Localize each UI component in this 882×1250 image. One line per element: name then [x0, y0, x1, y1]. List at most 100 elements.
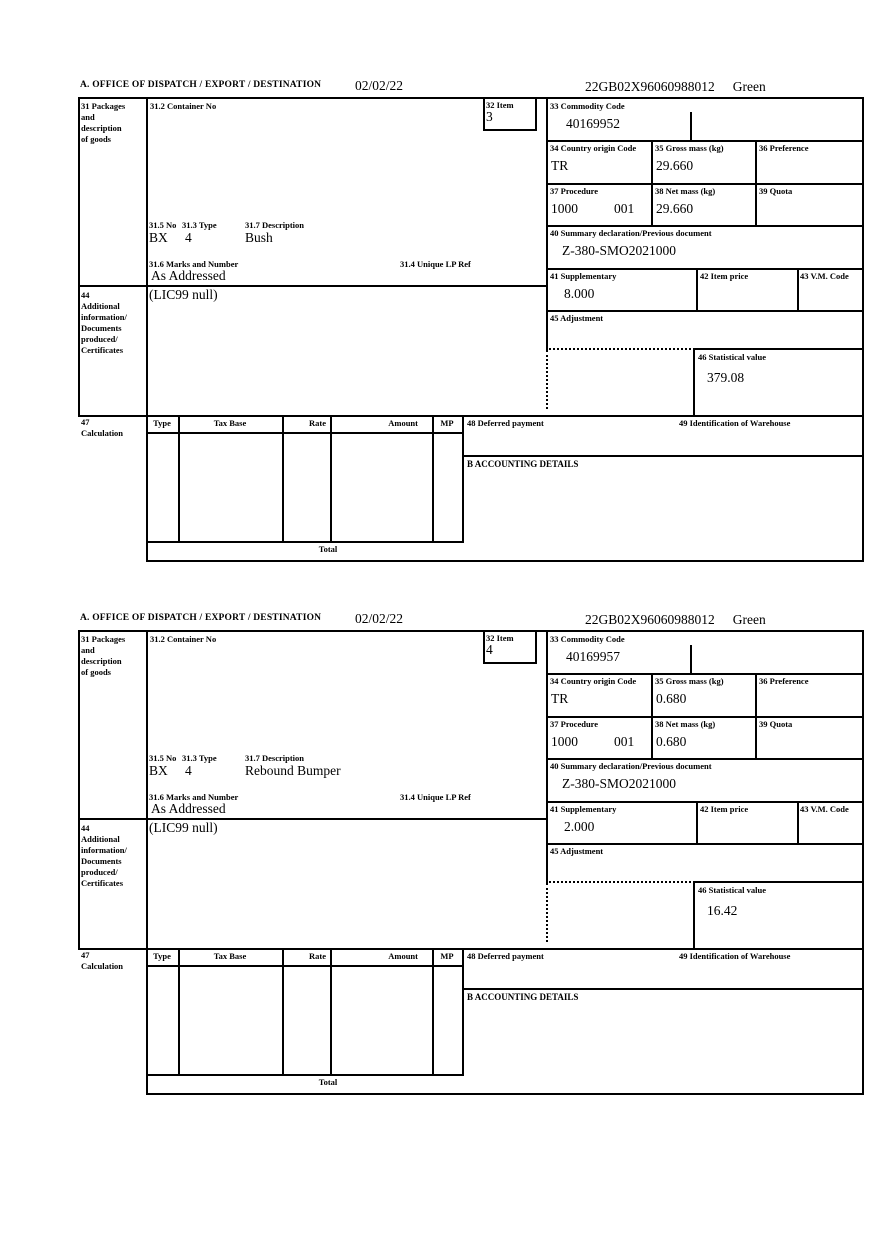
- box36-preference-label: 36 Preference: [759, 676, 809, 686]
- box45-adjustment-label: 45 Adjustment: [550, 846, 604, 856]
- divider-line: [546, 268, 864, 270]
- divider-line: [462, 988, 864, 990]
- column-type-header: Type: [153, 418, 171, 428]
- box44-additional-info-label: 44 Additional information/ Documents pro…: [81, 823, 127, 888]
- box48-deferred-payment-label: 48 Deferred payment: [467, 418, 544, 428]
- divider-line: [146, 560, 864, 562]
- declaration-reference: 22GB02X96060988012 Green: [585, 79, 766, 95]
- divider-line: [690, 112, 692, 142]
- net-mass-value: 29.660: [656, 201, 694, 216]
- divider-line: [483, 97, 485, 131]
- divider-line: [282, 948, 284, 1076]
- box33-commodity-label: 33 Commodity Code: [550, 101, 625, 111]
- box38-net-mass-label: 38 Net mass (kg): [655, 186, 716, 196]
- box31-packages-label: 31 Packages and description of goods: [81, 634, 126, 677]
- marks-and-number-value: As Addressed: [151, 268, 226, 283]
- divider-line: [78, 948, 864, 950]
- divider-line: [696, 268, 698, 312]
- summary-declaration-value: Z-380-SMO2021000: [562, 243, 676, 258]
- divider-line: [330, 415, 332, 543]
- box31-6-marks-label: 31.6 Marks and Number: [149, 259, 239, 269]
- divider-line: [535, 630, 537, 664]
- box38-net-mass-label: 38 Net mass (kg): [655, 719, 716, 729]
- box32-item-label: 32 Item: [486, 633, 514, 643]
- routing-status: Green: [732, 79, 766, 94]
- column-type-header: Type: [153, 951, 171, 961]
- divider-line: [546, 183, 864, 185]
- marks-and-number-value: As Addressed: [151, 801, 226, 816]
- box31-4-unique-lp-ref-label: 31.4 Unique LP Ref: [400, 259, 471, 269]
- routing-status: Green: [732, 612, 766, 627]
- divider-line: [178, 948, 180, 1076]
- divider-line: [693, 881, 695, 950]
- divider-line: [462, 415, 464, 543]
- box41-supplementary-label: 41 Supplementary: [550, 804, 617, 814]
- supplementary-value: 8.000: [564, 286, 595, 301]
- dotted-divider-line: [546, 350, 548, 409]
- net-mass-value: 0.680: [656, 734, 687, 749]
- statistical-value: 16.42: [707, 903, 738, 918]
- divider-line: [690, 645, 692, 675]
- divider-line: [546, 97, 548, 350]
- divider-line: [146, 1074, 464, 1076]
- box31-5-no-label: 31.5 No: [149, 753, 177, 763]
- box31-2-container-label: 31.2 Container No: [150, 634, 217, 644]
- divider-line: [78, 818, 548, 820]
- box31-7-description-label: 31.7 Description: [245, 220, 305, 230]
- box49-warehouse-label: 49 Identification of Warehouse: [679, 951, 791, 961]
- divider-line: [546, 758, 864, 760]
- divider-line: [483, 630, 485, 664]
- box46-statistical-value-label: 46 Statistical value: [698, 352, 766, 362]
- office-of-dispatch-heading: A. OFFICE OF DISPATCH / EXPORT / DESTINA…: [80, 613, 322, 623]
- column-amount-header: Amount: [388, 951, 418, 961]
- goods-description-value: Rebound Bumper: [245, 763, 341, 778]
- box39-quota-label: 39 Quota: [759, 719, 793, 729]
- declaration-reference: 22GB02X96060988012 Green: [585, 612, 766, 628]
- divider-line: [78, 97, 864, 99]
- column-rate-header: Rate: [309, 951, 326, 961]
- box33-commodity-label: 33 Commodity Code: [550, 634, 625, 644]
- divider-line: [797, 268, 799, 312]
- supplementary-value: 2.000: [564, 819, 595, 834]
- office-of-dispatch-heading: A. OFFICE OF DISPATCH / EXPORT / DESTINA…: [80, 80, 322, 90]
- date-value: 02/02/22: [355, 78, 404, 93]
- divider-line: [797, 801, 799, 845]
- divider-line: [546, 673, 864, 675]
- box31-3-type-label: 31.3 Type: [182, 753, 217, 763]
- divider-line: [432, 415, 434, 543]
- item-number-value: 3: [486, 109, 493, 124]
- total-row-label: Total: [318, 544, 338, 554]
- divider-line: [693, 348, 695, 417]
- divider-line: [178, 415, 180, 543]
- divider-line: [546, 310, 864, 312]
- box37-procedure-label: 37 Procedure: [550, 186, 599, 196]
- additional-information-value: (LIC99 null): [149, 820, 218, 835]
- box36-preference-label: 36 Preference: [759, 143, 809, 153]
- package-type-value: 4: [185, 230, 192, 245]
- goods-description-value: Bush: [245, 230, 273, 245]
- box34-country-origin-label: 34 Country origin Code: [550, 676, 637, 686]
- box41-supplementary-label: 41 Supplementary: [550, 271, 617, 281]
- box47-calculation-label: 47 Calculation: [81, 417, 124, 438]
- declaration-section-item-4: A. OFFICE OF DISPATCH / EXPORT / DESTINA…: [78, 611, 864, 1095]
- divider-line: [330, 948, 332, 1076]
- movement-reference-number: 22GB02X96060988012: [585, 79, 715, 94]
- box42-item-price-label: 42 Item price: [700, 804, 749, 814]
- divider-line: [146, 965, 464, 967]
- box31-3-type-label: 31.3 Type: [182, 220, 217, 230]
- box34-country-origin-label: 34 Country origin Code: [550, 143, 637, 153]
- box40-summary-declaration-label: 40 Summary declaration/Previous document: [550, 228, 712, 238]
- divider-line: [651, 140, 653, 227]
- divider-line: [546, 630, 548, 883]
- divider-line: [462, 455, 864, 457]
- divider-line: [483, 662, 537, 664]
- divider-line: [546, 801, 864, 803]
- box31-4-unique-lp-ref-label: 31.4 Unique LP Ref: [400, 792, 471, 802]
- divider-line: [546, 225, 864, 227]
- divider-line: [78, 415, 864, 417]
- declaration-section-item-3: A. OFFICE OF DISPATCH / EXPORT / DESTINA…: [78, 78, 864, 562]
- divider-line: [483, 129, 537, 131]
- divider-line: [755, 673, 757, 760]
- column-mp-header: MP: [440, 951, 454, 961]
